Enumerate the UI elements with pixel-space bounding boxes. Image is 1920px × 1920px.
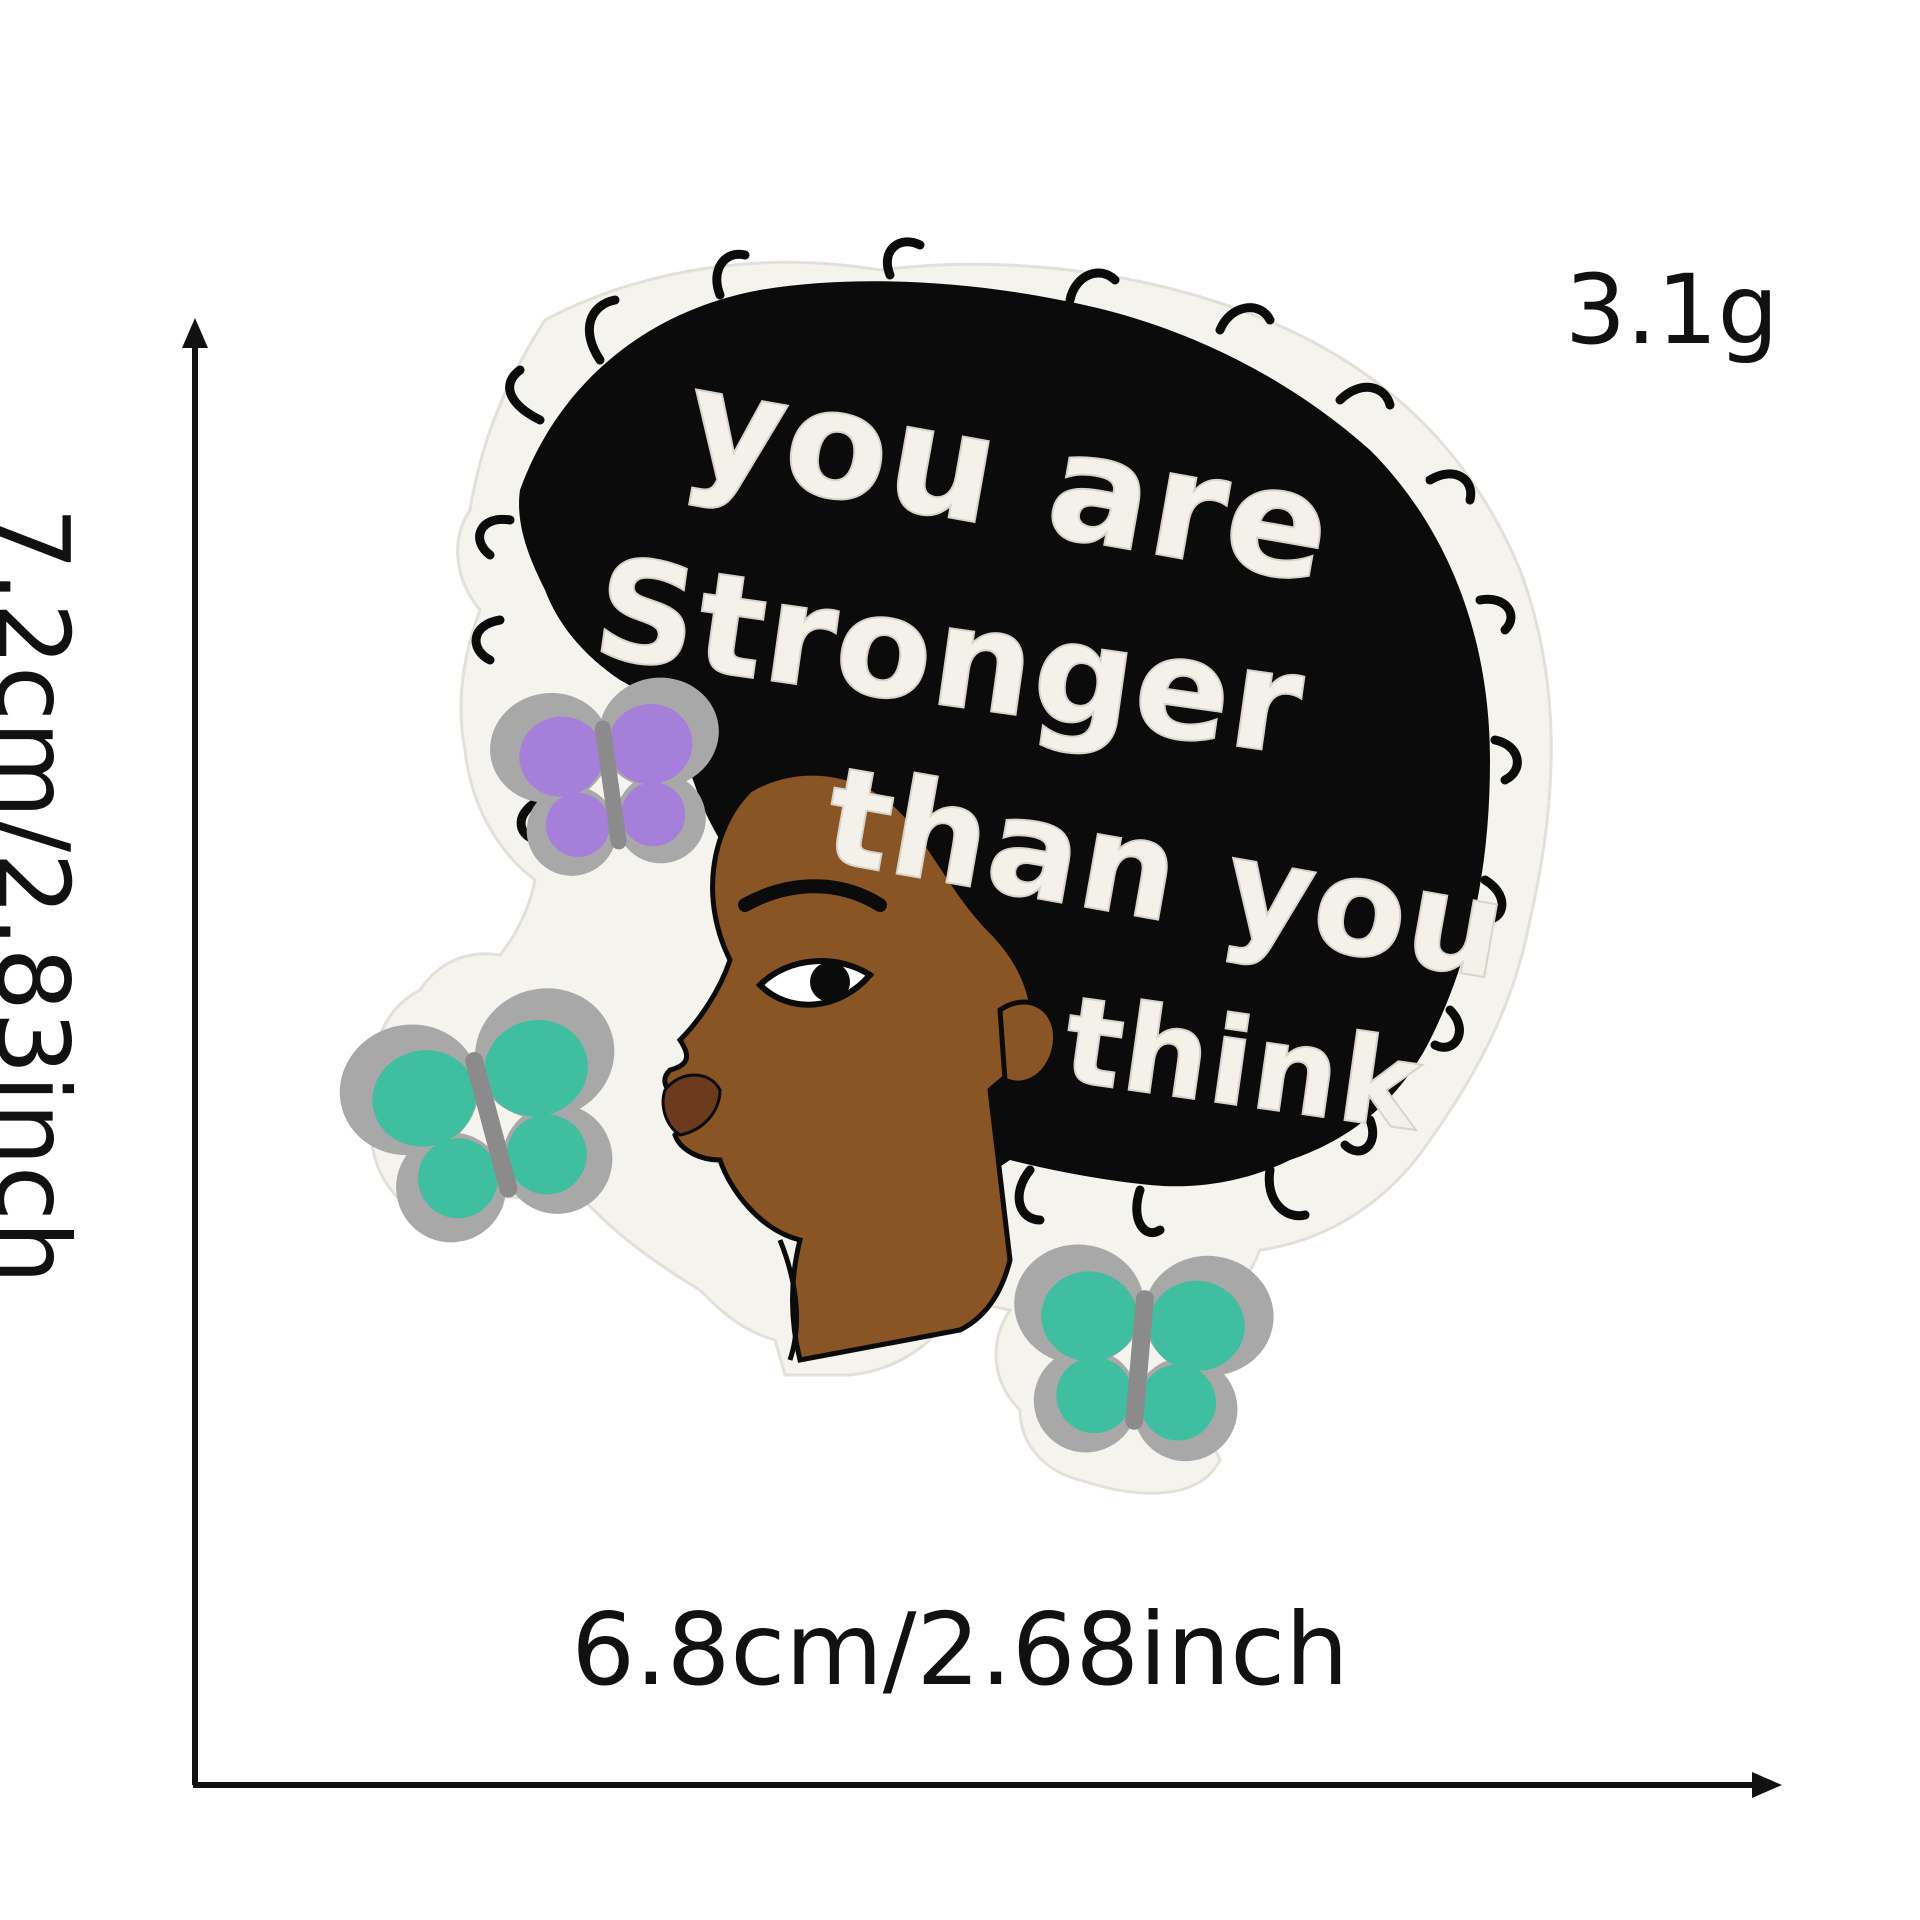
eyebrow [738, 879, 887, 912]
width-dimension-label: 6.8cm/2.68inch [571, 1591, 1349, 1708]
width-arrow-head [1752, 1772, 1782, 1798]
embroidered-patch: you are Stronger than you think [339, 237, 1553, 1495]
height-arrow-head [182, 318, 208, 348]
ear [997, 999, 1059, 1086]
dimension-arrows [182, 318, 1782, 1798]
teal-butterfly-icon [1014, 1244, 1274, 1462]
hair [471, 237, 1522, 1237]
purple-butterfly-icon [490, 677, 719, 876]
hair-strands [471, 237, 1522, 1237]
pupil [810, 962, 850, 1002]
lips [661, 1073, 722, 1137]
face-skin [662, 770, 1036, 1363]
face [661, 770, 1059, 1363]
teal-butterfly-icon [339, 988, 615, 1243]
neck-line [777, 1239, 800, 1361]
height-dimension-label: 7.2cm/2.83inch [0, 507, 91, 1285]
weight-label: 3.1g [1565, 254, 1779, 366]
